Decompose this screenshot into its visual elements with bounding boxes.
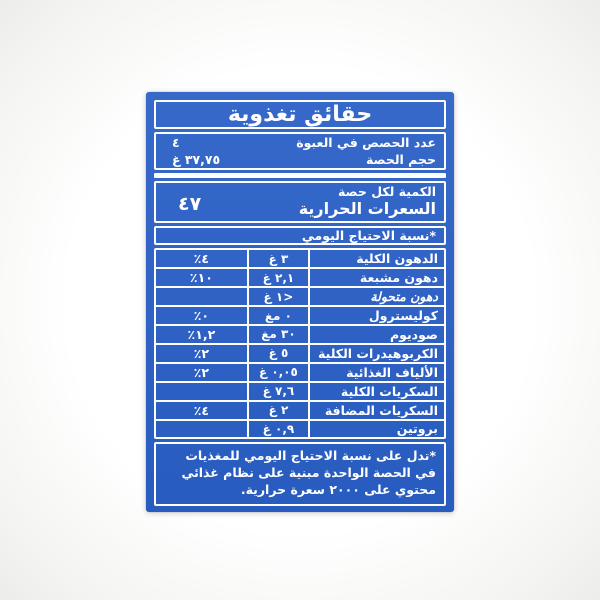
nutrient-amount: ٣٠ مغ: [246, 325, 311, 343]
amount-per-serving-label: الكمية لكل حصة: [337, 183, 436, 199]
nutrient-daily-value: ٢٪: [193, 345, 210, 361]
nutrient-row: دهون متحولة <١ غ: [156, 288, 444, 308]
nutrient-daily-value: ٢٪: [193, 364, 210, 380]
nutrient-amount: ٢ غ: [246, 401, 311, 419]
nutrient-row: كوليسترول ٠ مغ ٠٪: [156, 307, 444, 326]
nutrient-name: بروتين: [396, 421, 438, 437]
nutrient-amount: <١ غ: [246, 288, 311, 306]
nutrient-amount: ٧,٦ غ: [246, 382, 311, 400]
footnote-box: *تدل على نسبة الاحتياج اليومي للمغذيات ف…: [154, 442, 446, 506]
label-title-box: حقائق تغذوية: [154, 100, 446, 129]
nutrient-name: السكريات الكلية: [340, 383, 438, 399]
nutrient-name: السكريات المضافة: [324, 402, 438, 418]
nutrient-name: الألياف الغذائية: [346, 364, 438, 380]
nutrient-amount: ٠,٠٥ غ: [246, 363, 311, 381]
nutrient-amount: ٠,٩ غ: [246, 420, 311, 438]
footnote-text: *تدل على نسبة الاحتياج اليومي للمغذيات ف…: [181, 448, 436, 498]
nutrient-row: دهون مشبعة ٢,١ غ ١٠٪: [156, 269, 444, 289]
calories-label: السعرات الحرارية: [298, 199, 436, 219]
daily-value-header: *نسبة الاحتياج اليومي: [301, 227, 436, 243]
nutrient-name: الدهون الكلية: [356, 251, 438, 267]
nutrient-row: الألياف الغذائية ٠,٠٥ غ ٢٪: [156, 363, 444, 383]
nutrient-daily-value: [156, 288, 247, 305]
nutrient-name: دهون متحولة: [370, 289, 438, 305]
nutrition-label: حقائق تغذوية عدد الحصص في العبوة ٤ حجم ا…: [146, 92, 454, 512]
nutrient-daily-value: ١٠٪: [189, 270, 213, 286]
nutrient-row: بروتين ٠,٩ غ: [156, 420, 444, 438]
serving-size-row: حجم الحصة ٣٧,٧٥ غ: [156, 151, 444, 168]
servings-per-container-value: ٤: [172, 135, 180, 150]
thick-separator-bar: [154, 173, 446, 178]
calories-box: الكمية لكل حصة السعرات الحرارية ٤٧: [154, 180, 446, 223]
nutrient-daily-value: [156, 383, 247, 400]
calories-labels: الكمية لكل حصة السعرات الحرارية: [298, 183, 436, 219]
nutrient-amount: ٣ غ: [246, 250, 311, 268]
daily-value-header-box: *نسبة الاحتياج اليومي: [154, 225, 446, 246]
nutrient-amount: ٠ مغ: [246, 307, 311, 324]
serving-size-label: حجم الحصة: [365, 152, 436, 167]
servings-per-container-row: عدد الحصص في العبوة ٤: [156, 134, 444, 151]
nutrient-daily-value: ٤٪: [193, 251, 210, 267]
label-title: حقائق تغذوية: [227, 102, 373, 127]
nutrients-table: الدهون الكلية ٣ غ ٤٪ دهون مشبعة ٢,١ غ ١٠٪ دهون…: [154, 248, 446, 440]
nutrient-row: الدهون الكلية ٣ غ ٤٪: [156, 250, 444, 270]
nutrient-row: السكريات المضافة ٢ غ ٤٪: [156, 401, 444, 421]
nutrient-row: السكريات الكلية ٧,٦ غ: [156, 382, 444, 402]
nutrient-daily-value: ٤٪: [193, 402, 210, 418]
servings-per-container-label: عدد الحصص في العبوة: [296, 135, 436, 150]
nutrient-name: الكربوهيدرات الكلية: [318, 345, 438, 361]
nutrient-row: الكربوهيدرات الكلية ٥ غ ٢٪: [156, 344, 444, 364]
nutrient-name: دهون مشبعة: [359, 270, 438, 286]
serving-size-value: ٣٧,٧٥ غ: [172, 152, 221, 167]
nutrient-daily-value: ٠٪: [193, 308, 210, 324]
nutrient-daily-value: [156, 421, 247, 438]
nutrient-name: كوليسترول: [368, 308, 438, 324]
nutrient-daily-value: ١,٢٪: [187, 326, 216, 342]
nutrient-name: صوديوم: [389, 326, 438, 342]
nutrient-row: صوديوم ٣٠ مغ ١,٢٪: [156, 325, 444, 345]
nutrient-amount: ٢,١ غ: [246, 269, 311, 287]
serving-info-box: عدد الحصص في العبوة ٤ حجم الحصة ٣٧,٧٥ غ: [154, 132, 446, 170]
calories-value: ٤٧: [178, 192, 202, 215]
nutrient-amount: ٥ غ: [246, 344, 311, 362]
